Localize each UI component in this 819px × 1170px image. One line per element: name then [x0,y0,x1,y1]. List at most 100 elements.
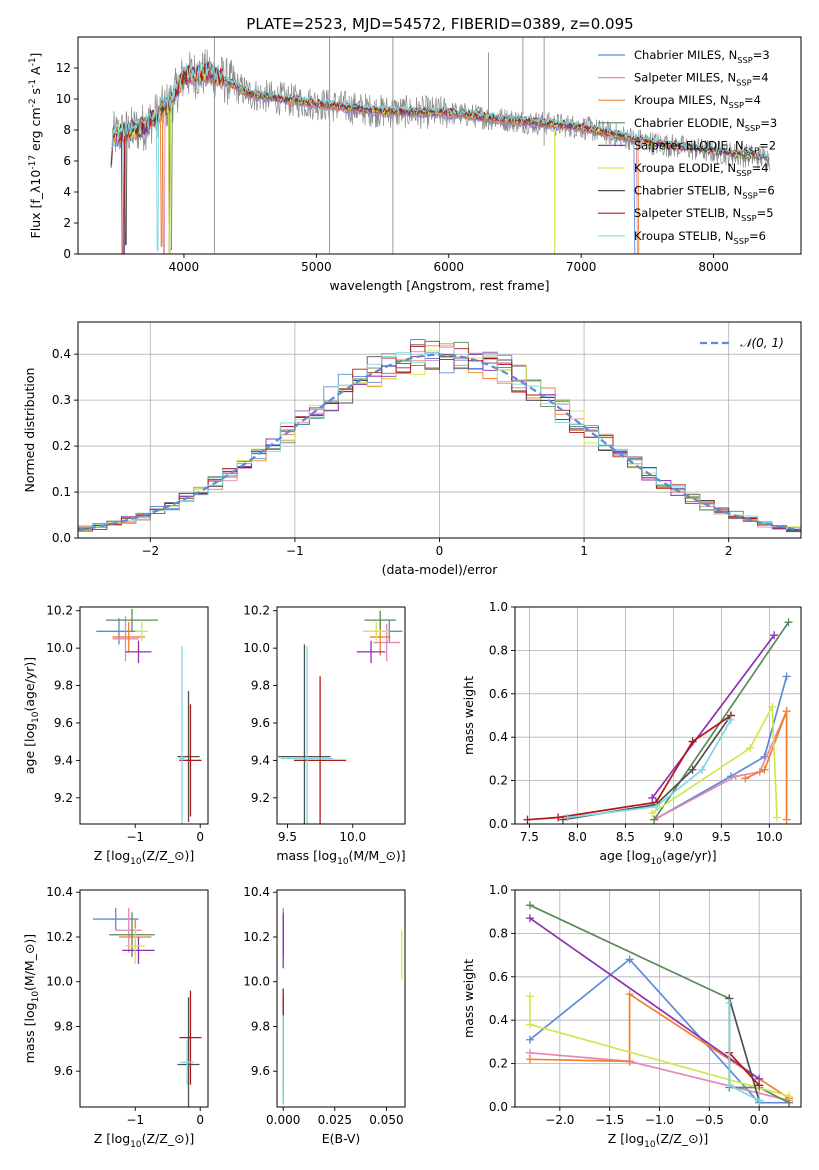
x-tick-label: −2 [141,544,159,558]
x-tick-label: −1 [126,1113,144,1127]
x-tick-label: 7.5 [520,830,539,844]
x-tick-label: 0 [436,544,444,558]
normal-curve [78,353,801,531]
x-axis-label: Z [log10(Z/Z_⊙)] [608,1131,709,1150]
figure-title: PLATE=2523, MJD=54572, FIBERID=0389, z=0… [246,15,633,33]
y-tick-label: 2 [63,216,71,230]
x-tick-label: 6000 [433,260,464,274]
model-spectrum-8 [110,62,770,254]
plot-area [525,901,794,1107]
y-tick-label: 1.0 [489,883,508,897]
age-vs-metallicity-panel: −1 0 9.2 9.4 9.6 9.8 10.0 10.2 Z [log10(Z/Z_⊙)] a… [22,604,209,867]
mass-weight-marker [755,1081,764,1090]
x-axis-label: mass [log10(M/M_⊙)] [276,848,405,867]
x-tick-label: −1 [126,830,144,844]
y-tick-label: 12 [56,61,71,75]
x-tick-label: 4000 [169,260,200,274]
y-axis-label: mass weight [461,959,476,1038]
y-tick-label: 0.6 [489,970,508,984]
mass-weight-marker [725,998,734,1007]
y-tick-label: 0.4 [52,347,71,361]
mass-weight-series-6 [651,703,778,818]
mass-weight-marker [648,793,657,802]
age-vs-mass-panel: 9.5 10.0 9.2 9.4 9.6 9.8 10.0 10.2 mass [log10(M… [243,604,405,867]
y-tick-label: 10.4 [46,885,73,899]
y-tick-label: 0.0 [489,1100,508,1114]
mass-weight-marker [782,707,791,716]
mass-weight-series-3 [529,992,790,1100]
y-tick-label: 9.2 [251,791,270,805]
legend-entry: Kroupa MILES, NSSP=4 [634,93,761,110]
y-tick-label: 9.6 [54,716,73,730]
x-tick-label: −1.5 [595,1113,624,1127]
x-tick-label: 1 [580,544,588,558]
y-tick-label: 0.8 [489,926,508,940]
x-tick-label: 9.0 [664,830,683,844]
legend-entry: Kroupa ELODIE, NSSP=4 [634,161,769,178]
mass-weight-marker [525,914,534,923]
mass-weight-marker [525,1035,534,1044]
mass-weight-marker [625,955,634,964]
y-tick-label: 8 [63,123,71,137]
x-axis-label: Z [log10(Z/Z_⊙)] [94,848,195,867]
y-tick-label: 10.2 [46,604,73,618]
x-tick-label: 0 [196,830,204,844]
mass-weight-vs-age-panel: 7.5 8.0 8.5 9.0 9.5 10.0 0.0 0.2 0.4 0.6 0.8 1.0 age… [461,600,802,867]
plot-area [278,610,403,824]
x-axis-label: E(B-V) [322,1131,361,1146]
y-tick-label: 0.6 [489,687,508,701]
y-tick-label: 0.4 [489,1013,508,1027]
x-axis-label: (data-model)/error [382,562,499,577]
mass-weight-marker [652,802,661,811]
x-tick-label: 2 [725,544,733,558]
mass-weight-marker [525,992,534,1001]
y-tick-label: 0.0 [489,817,508,831]
y-tick-label: 4 [63,185,71,199]
y-tick-label: 9.4 [54,753,73,767]
mass-weight-series-1 [529,958,789,1104]
y-tick-label: 0.4 [489,730,508,744]
y-tick-label: 0.3 [52,393,71,407]
y-axis-label: Flux [f_λ10-17 erg cm-2 s-1 A-1] [28,53,43,239]
y-tick-label: 9.2 [54,791,73,805]
model-spectrum-3 [110,65,640,254]
mass-weight-marker [731,772,740,781]
y-tick-label: 9.6 [54,1064,73,1078]
y-tick-label: 10.0 [46,641,73,655]
mass-weight-marker [688,765,697,774]
spectrum-panel: 4000 5000 6000 7000 8000 0 2 4 6 8 10 12 wavelength … [28,36,802,293]
mass-weight-marker [746,744,755,753]
mass-weight-marker [698,765,707,774]
y-tick-label: 0.0 [52,531,71,545]
plot-area [78,339,801,538]
y-axis-label: mass [log10(M/M_⊙)] [22,934,41,1063]
mass-weight-series-5 [529,917,760,1080]
plot-area [523,618,793,824]
x-axis-label: wavelength [Angstrom, rest frame] [329,278,549,293]
y-tick-label: 9.4 [251,753,270,767]
x-tick-label: 10.0 [756,830,783,844]
mass-weight-marker [782,815,791,824]
axes-frame [77,36,802,255]
mass-weight-series-9 [567,719,732,819]
x-tick-label: 0.050 [369,1113,403,1127]
plot-area [92,907,202,1107]
x-tick-label: 8.0 [568,830,587,844]
residual-histogram-panel: −2 −1 0 1 2 0.0 0.1 0.2 0.3 0.4 (data-model)/error… [22,321,802,577]
legend-entry: 𝒩(0, 1) [740,336,784,350]
legend-entry: Salpeter STELIB, NSSP=5 [634,206,774,223]
x-tick-label: −0.5 [695,1113,724,1127]
x-tick-label: 10.0 [339,830,366,844]
mass-weight-marker [785,1092,794,1101]
residual-histogram-9 [78,347,801,538]
x-tick-label: 9.5 [712,830,731,844]
mass-weight-marker [782,672,791,681]
y-tick-label: 6 [63,154,71,168]
y-tick-label: 10.2 [46,930,73,944]
x-tick-label: 5000 [301,260,332,274]
x-tick-label: 8000 [698,260,729,274]
mass-vs-ebv-panel: 0.000 0.025 0.050 9.6 9.8 10.0 10.2 10.4 E(B-V) [243,885,406,1146]
x-tick-label: 8.5 [616,830,635,844]
x-tick-label: 9.5 [278,830,297,844]
